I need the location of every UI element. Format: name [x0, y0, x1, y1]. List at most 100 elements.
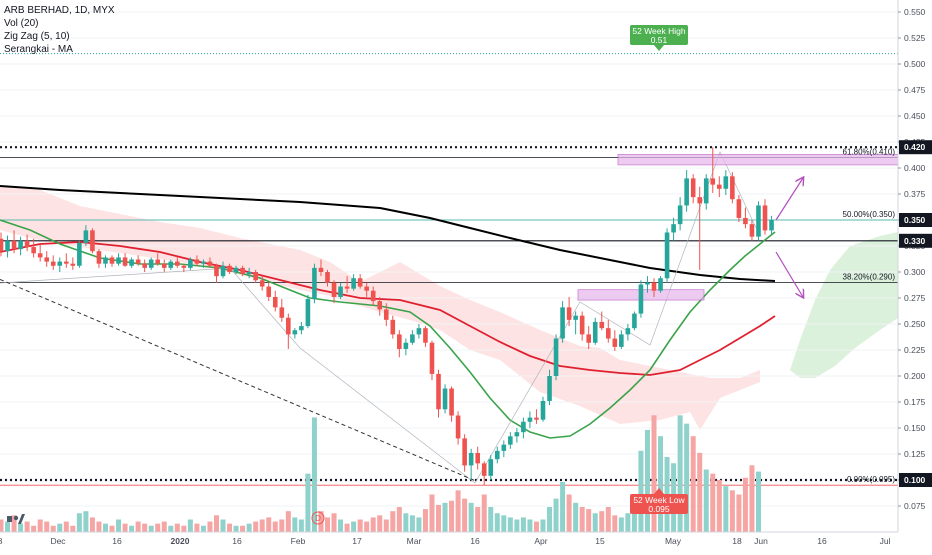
candle-body [0, 238, 4, 252]
volume-bar [18, 523, 24, 532]
projection-up-arrow [775, 178, 803, 221]
volume-bar [690, 436, 696, 532]
candle-body [292, 330, 298, 335]
candle-body [684, 178, 689, 206]
candle-body [592, 321, 598, 343]
candle-body [501, 444, 507, 451]
volume-bar [455, 490, 461, 532]
volume-bar [396, 507, 402, 532]
candle-body [188, 259, 193, 268]
volume-bar [331, 513, 337, 532]
volume-bar [514, 519, 520, 532]
volume-bar [129, 525, 135, 532]
volume-bar [89, 517, 95, 532]
volume-bar [736, 494, 742, 532]
volume-bar [102, 523, 108, 532]
candle-body [96, 251, 102, 264]
volume-bar [729, 490, 735, 532]
volume-bar [227, 523, 233, 532]
candle-body [436, 373, 441, 410]
candle-body [370, 290, 376, 302]
volume-bar [285, 511, 291, 532]
candle-body [390, 319, 396, 335]
volume-bar [540, 519, 546, 532]
volume-bar [266, 517, 272, 532]
candle-body [403, 342, 409, 349]
projection-down-arrow [775, 251, 803, 297]
candle-body [279, 307, 285, 318]
candle-body [638, 284, 644, 314]
volume-bar [311, 417, 317, 532]
candle-body [664, 232, 670, 279]
price-tag-box [899, 233, 932, 248]
volume-bar [481, 494, 487, 532]
chart-legend: ARB BERHAD, 1D, MYX Vol (20) Zig Zag (5,… [4, 4, 115, 56]
volume-bar [553, 498, 559, 532]
candle-body [494, 450, 500, 460]
volume-bar [703, 469, 709, 532]
volume-bar [677, 415, 683, 532]
time-axis-label: 2020 [171, 536, 190, 546]
volume-bar [631, 502, 637, 532]
legend-volume[interactable]: Vol (20) [4, 18, 39, 29]
price-axis-label: 0.400 [904, 163, 926, 173]
price-axis-label: 0.200 [904, 371, 926, 381]
fifty-two-week-low-badge [630, 494, 688, 514]
fib-label: 0.00%(0.095) [847, 475, 895, 484]
candle-body [553, 338, 559, 376]
volume-bar [325, 517, 330, 532]
volume-bar [272, 521, 278, 532]
legend-symbol[interactable]: ARB BERHAD, 1D, MYX [4, 5, 115, 16]
time-axis-label: 16 [232, 536, 242, 546]
volume-bar [501, 515, 507, 532]
volume-bar [377, 515, 383, 532]
volume-bar [351, 521, 357, 532]
candle-body [488, 459, 494, 476]
price-axis-label: 0.375 [904, 189, 926, 199]
candle-body [338, 286, 343, 297]
candle-body [357, 278, 363, 287]
candle-body [723, 176, 729, 189]
time-axis-label: Feb [291, 536, 306, 546]
candle-body [168, 261, 174, 268]
candle-body [83, 230, 89, 243]
candle-body [64, 261, 69, 264]
candle-body [325, 272, 330, 283]
legend-zigzag[interactable]: Zig Zag (5, 10) [4, 31, 70, 42]
price-axis-label: 0.475 [904, 85, 926, 95]
ma-mid-line [0, 241, 776, 376]
fib-label: 38.20%(0.290) [843, 272, 896, 281]
volume-bar [390, 511, 396, 532]
candle-body [397, 334, 402, 349]
candle-body [383, 309, 389, 320]
price-axis-label: 0.275 [904, 293, 926, 303]
candle-body [364, 286, 369, 291]
time-axis-label: 18 [732, 536, 742, 546]
candle-body [442, 388, 448, 410]
volume-bar [716, 479, 722, 532]
price-axis-label: 0.125 [904, 449, 926, 459]
volume-bar [233, 525, 239, 532]
plot-area: 61.80%(0.410) 50.00%(0.350) 38.20%(0.290) 0… [0, 11, 898, 532]
time-axis-label: 16 [470, 536, 480, 546]
candle-body [142, 263, 147, 268]
candle-body [90, 230, 95, 252]
candle-body [272, 296, 278, 308]
volume-bar [174, 523, 180, 532]
candle-body [77, 242, 82, 266]
volume-bar [148, 525, 154, 532]
candle-body [671, 224, 676, 233]
volume-bar [168, 525, 174, 532]
candle-body [299, 326, 304, 331]
volume-bar [0, 519, 4, 532]
volume-bar [76, 513, 82, 532]
candle-body [579, 315, 585, 335]
candle-body [135, 259, 141, 264]
candle-body [344, 286, 350, 289]
volume-bar [475, 507, 481, 532]
candle-body [566, 307, 572, 320]
volume-bar [24, 521, 30, 532]
legend-ma[interactable]: Serangkai - MA [4, 44, 73, 55]
volume-bar [468, 502, 474, 532]
